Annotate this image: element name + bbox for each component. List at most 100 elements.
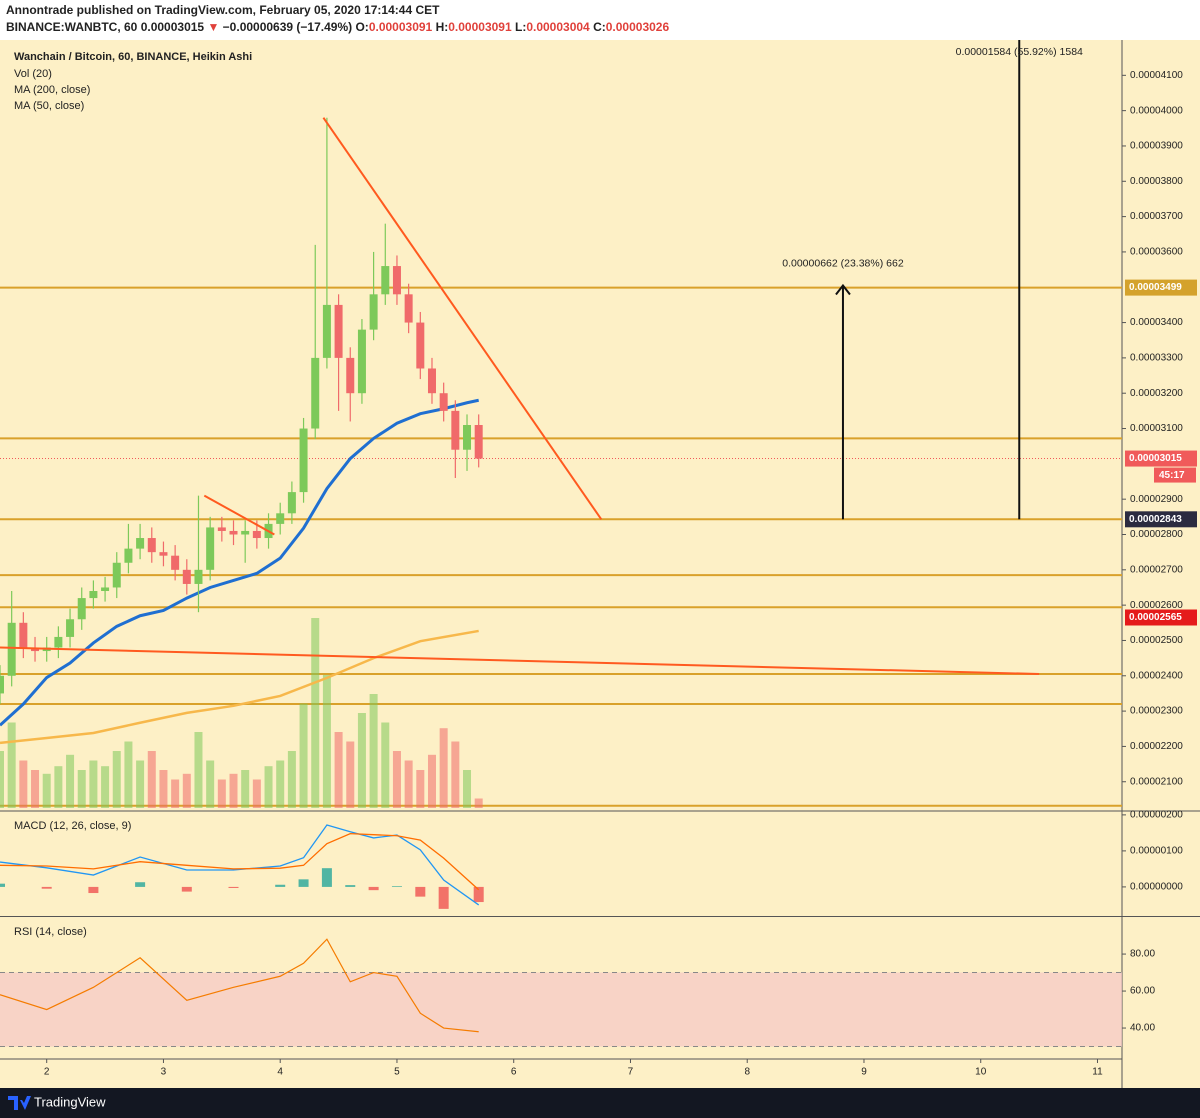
candle-body <box>427 368 436 394</box>
volume-bar <box>322 675 331 808</box>
y-tick-label: 0.00002900 <box>1130 494 1183 505</box>
price-marker <box>1125 609 1197 626</box>
brand: TradingView <box>34 1094 106 1109</box>
candle-body <box>159 552 168 556</box>
series-line <box>0 832 480 891</box>
macd-histogram <box>88 886 99 894</box>
price-marker <box>1125 450 1197 467</box>
y-tick-label: 0.00003400 <box>1130 317 1183 328</box>
y-tick-label: 0.00003800 <box>1130 176 1183 187</box>
candle-body <box>369 294 378 330</box>
macd-histogram <box>368 886 379 891</box>
candle-body <box>299 428 308 493</box>
candle-body <box>19 622 28 648</box>
macd-histogram <box>41 886 52 889</box>
y-tick-label: 0.00003300 <box>1130 353 1183 364</box>
brand-logo <box>8 1096 31 1110</box>
volume-bar <box>229 773 238 808</box>
volume-bar <box>217 779 226 808</box>
volume-bar <box>136 760 145 808</box>
volume-bar <box>31 770 40 808</box>
y-tick-label: 0.00003600 <box>1130 247 1183 258</box>
volume-bar <box>19 760 28 808</box>
candle-body <box>171 555 180 570</box>
trend-line <box>203 494 275 536</box>
macd-histogram <box>135 882 146 887</box>
macd-histogram <box>438 886 449 909</box>
candle-body <box>357 329 366 394</box>
volume-bar <box>7 722 16 808</box>
x-tick-label: 4 <box>277 1067 283 1078</box>
volume-bar <box>112 751 121 808</box>
volume-bar <box>404 760 413 808</box>
volume-bar <box>77 770 86 808</box>
volume-bar <box>66 754 75 808</box>
volume-bar <box>287 751 296 808</box>
y-tick-label: 0.00000200 <box>1130 810 1183 821</box>
macd-histogram <box>0 883 5 887</box>
volume-bar <box>276 760 285 808</box>
macd-histogram <box>321 868 332 887</box>
countdown-box <box>1154 467 1196 483</box>
y-tick-label: 0.00002100 <box>1130 776 1183 787</box>
candle-body <box>287 492 296 514</box>
price-marker-label: 0.00002843 <box>1129 514 1182 525</box>
volume-bar <box>194 732 203 808</box>
candle-body <box>404 294 413 323</box>
candle-body <box>392 266 401 295</box>
volume-bar <box>171 779 180 808</box>
x-tick-label: 11 <box>1092 1067 1103 1078</box>
x-tick-label: 8 <box>744 1067 750 1078</box>
volume-bar <box>241 770 250 808</box>
volume-bar <box>439 728 448 808</box>
candle-body <box>311 357 320 429</box>
y-tick-label: 0.00002600 <box>1130 600 1183 611</box>
volume-bar <box>0 751 4 808</box>
macd-histogram <box>275 884 286 887</box>
candle-body <box>241 530 250 535</box>
volume-bar <box>346 741 355 808</box>
series-line <box>0 629 479 745</box>
candle-body <box>334 304 343 358</box>
y-tick-label: 40.00 <box>1130 1023 1155 1034</box>
candle-body <box>463 425 472 450</box>
candle-body <box>322 304 331 358</box>
series-line <box>0 938 479 1033</box>
volume-bar <box>474 798 483 808</box>
legend-entry: Vol (20) <box>14 68 52 80</box>
x-tick-label: 6 <box>511 1067 517 1078</box>
candle-body <box>206 527 215 570</box>
candle-body <box>346 357 355 394</box>
candle-body <box>124 548 133 563</box>
candle-body <box>66 619 75 637</box>
quote-line: BINANCE:WANBTC, 60 0.00003015 ▼ −0.00000… <box>6 20 669 34</box>
measure-label: 0.00000662 (23.38%) 662 <box>782 257 904 269</box>
y-tick-label: 0.00002700 <box>1130 564 1183 575</box>
candle-body <box>101 587 110 592</box>
pane <box>0 40 1122 808</box>
volume-bar <box>463 770 472 808</box>
candle-body <box>112 562 121 588</box>
candle-body <box>451 410 460 450</box>
volume-bar <box>369 694 378 808</box>
x-tick-label: 5 <box>394 1067 400 1078</box>
candle-body <box>229 530 238 535</box>
volume-bar <box>42 773 51 808</box>
macd-histogram <box>415 886 426 897</box>
y-tick-label: 0.00004000 <box>1130 105 1183 116</box>
candle-body <box>54 636 63 648</box>
macd-histogram <box>228 886 239 888</box>
candle-body <box>252 530 261 539</box>
countdown: 45:17 <box>1159 470 1185 481</box>
candle-body <box>217 527 226 531</box>
y-tick-label: 60.00 <box>1130 986 1155 997</box>
y-tick-label: 0.00003100 <box>1130 423 1183 434</box>
volume-bar <box>299 703 308 808</box>
candle-body <box>89 591 98 599</box>
candle-body <box>182 569 191 584</box>
volume-bar <box>392 751 401 808</box>
macd-histogram <box>181 886 192 892</box>
publisher: Annontrade published on TradingView.com,… <box>6 3 440 17</box>
price-marker <box>1125 279 1197 296</box>
pane <box>0 824 484 909</box>
